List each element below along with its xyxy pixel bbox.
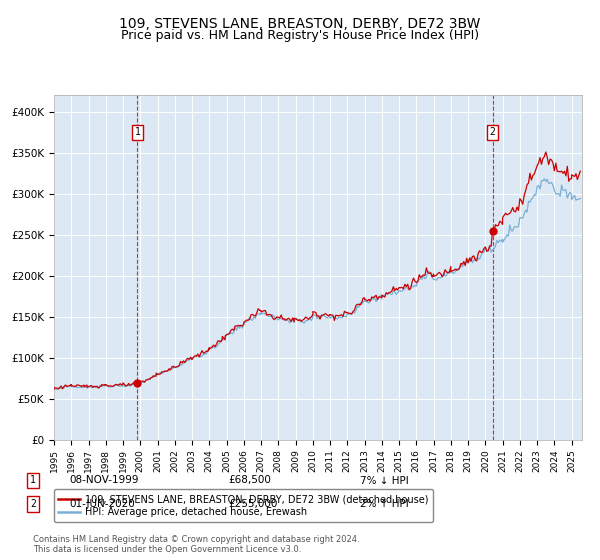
Legend: 109, STEVENS LANE, BREASTON, DERBY, DE72 3BW (detached house), HPI: Average pric: 109, STEVENS LANE, BREASTON, DERBY, DE72… xyxy=(53,489,433,522)
Text: 2: 2 xyxy=(490,127,496,137)
Text: 01-JUN-2020: 01-JUN-2020 xyxy=(69,499,135,509)
Text: 2% ↑ HPI: 2% ↑ HPI xyxy=(360,499,409,509)
Text: 7% ↓ HPI: 7% ↓ HPI xyxy=(360,475,409,486)
Text: 109, STEVENS LANE, BREASTON, DERBY, DE72 3BW: 109, STEVENS LANE, BREASTON, DERBY, DE72… xyxy=(119,17,481,31)
Text: 1: 1 xyxy=(30,475,36,486)
Text: £68,500: £68,500 xyxy=(228,475,271,486)
Text: 08-NOV-1999: 08-NOV-1999 xyxy=(69,475,139,486)
Text: £255,000: £255,000 xyxy=(228,499,277,509)
Text: Contains HM Land Registry data © Crown copyright and database right 2024.
This d: Contains HM Land Registry data © Crown c… xyxy=(33,535,359,554)
Text: Price paid vs. HM Land Registry's House Price Index (HPI): Price paid vs. HM Land Registry's House … xyxy=(121,29,479,42)
Text: 1: 1 xyxy=(134,127,140,137)
Text: 2: 2 xyxy=(30,499,36,509)
